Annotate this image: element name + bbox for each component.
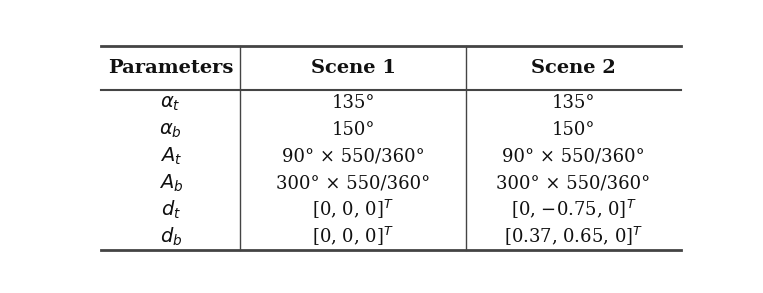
Text: $A_b$: $A_b$ [159,173,183,194]
Text: [0, −0.75, 0]$^T$: [0, −0.75, 0]$^T$ [510,198,636,222]
Text: Parameters: Parameters [108,59,233,77]
Text: [0.37, 0.65, 0]$^T$: [0.37, 0.65, 0]$^T$ [504,225,643,248]
Text: $\alpha_b$: $\alpha_b$ [159,120,182,139]
Text: 300° × 550/360°: 300° × 550/360° [276,174,430,192]
Text: $A_t$: $A_t$ [159,146,182,167]
Text: 135°: 135° [552,94,595,113]
Text: 135°: 135° [331,94,375,113]
Text: 90° × 550/360°: 90° × 550/360° [502,148,645,166]
Text: $\alpha_t$: $\alpha_t$ [160,94,181,113]
Text: Scene 1: Scene 1 [311,59,396,77]
Text: [0, 0, 0]$^T$: [0, 0, 0]$^T$ [312,225,394,248]
Text: $d_t$: $d_t$ [161,199,181,221]
Text: [0, 0, 0]$^T$: [0, 0, 0]$^T$ [312,198,394,222]
Text: 150°: 150° [552,121,595,139]
Text: Scene 2: Scene 2 [531,59,616,77]
Text: 150°: 150° [331,121,375,139]
Text: $d_b$: $d_b$ [159,225,182,248]
Text: 300° × 550/360°: 300° × 550/360° [497,174,651,192]
Text: 90° × 550/360°: 90° × 550/360° [282,148,424,166]
